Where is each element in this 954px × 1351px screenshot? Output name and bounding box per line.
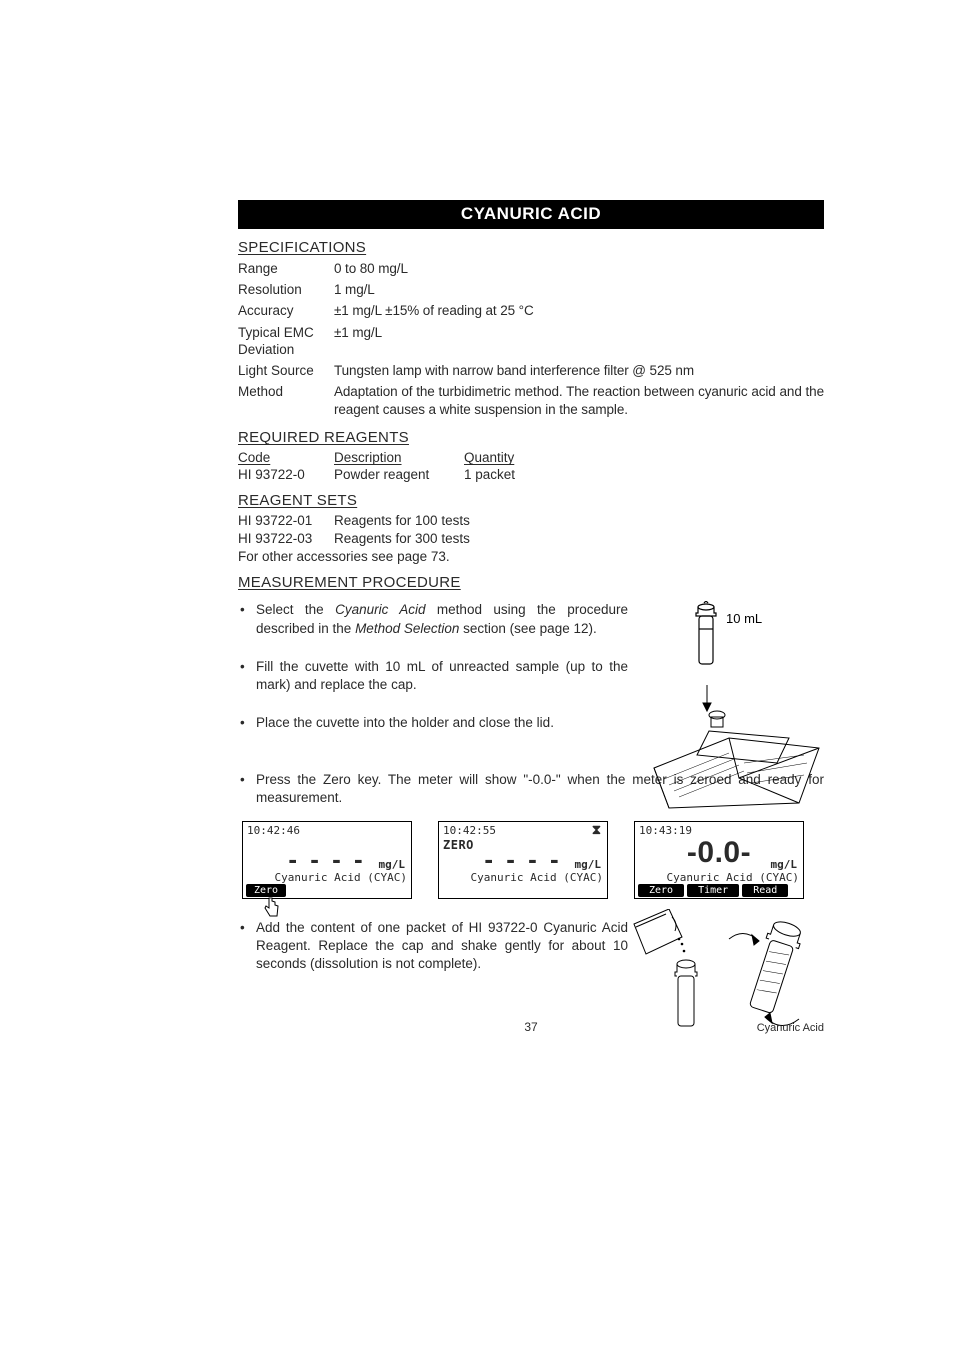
measurement-procedure-heading: MEASUREMENT PROCEDURE: [238, 574, 824, 591]
set-desc: Reagents for 300 tests: [334, 531, 470, 546]
reagent-qty: 1 packet: [464, 467, 824, 482]
spec-label: Light Source: [238, 362, 334, 380]
lcd-display: 10:43:19 -0.0- mg/L Cyanuric Acid (CYAC)…: [634, 821, 804, 899]
bullet-icon: •: [238, 771, 256, 807]
step-text: Select the Cyanuric Acid method using th…: [256, 601, 628, 637]
spec-value: ±1 mg/L ±15% of reading at 25 °C: [334, 302, 824, 320]
spec-value: 0 to 80 mg/L: [334, 260, 824, 278]
lcd-display: 10:42:55 ⧗ ZERO - - - - mg/L Cyanuric Ac…: [438, 821, 608, 899]
reagents-header-qty: Quantity: [464, 450, 824, 465]
spec-value: Adaptation of the turbidimetric method. …: [334, 383, 824, 419]
lcd-unit: mg/L: [771, 858, 798, 871]
lcd-unit: mg/L: [575, 858, 602, 871]
bullet-icon: •: [238, 658, 256, 694]
set-row: HI 93722-03 Reagents for 300 tests: [238, 531, 824, 546]
spec-label: Accuracy: [238, 302, 334, 320]
reagents-header-desc: Description: [334, 450, 464, 465]
set-code: HI 93722-01: [238, 513, 334, 528]
footer-section-name: Cyanuric Acid: [757, 1022, 824, 1034]
procedure-step: • Fill the cuvette with 10 mL of unreact…: [238, 658, 628, 694]
spec-label: Range: [238, 260, 334, 278]
specifications-table: Range 0 to 80 mg/L Resolution 1 mg/L Acc…: [238, 260, 824, 419]
spec-label: Typical EMC Deviation: [238, 324, 334, 359]
spec-value: Tungsten lamp with narrow band interfere…: [334, 362, 824, 380]
lcd-time: 10:42:55: [443, 824, 496, 837]
procedure-step: • Place the cuvette into the holder and …: [238, 714, 628, 732]
reagent-code: HI 93722-0: [238, 467, 334, 482]
lcd-time: 10:42:46: [247, 824, 300, 837]
lcd-method: Cyanuric Acid (CYAC): [243, 871, 411, 884]
bullet-icon: •: [238, 714, 256, 732]
spec-row: Accuracy ±1 mg/L ±15% of reading at 25 °…: [238, 302, 824, 320]
spec-row: Method Adaptation of the turbidimetric m…: [238, 383, 824, 419]
procedure-step: • Add the content of one packet of HI 93…: [238, 919, 628, 974]
reagents-row: HI 93722-0 Powder reagent 1 packet: [238, 467, 824, 482]
cuvette-icon: 10 mL: [684, 601, 794, 681]
reagents-header-code: Code: [238, 450, 334, 465]
lcd-method: Cyanuric Acid (CYAC): [635, 871, 803, 884]
spec-row: Typical EMC Deviation ±1 mg/L: [238, 324, 824, 359]
set-desc: Reagents for 100 tests: [334, 513, 470, 528]
meter-holder-diagram: [649, 683, 824, 813]
lcd-display: 10:42:46 - - - - mg/L Cyanuric Acid (CYA…: [242, 821, 412, 899]
cuvette-diagram: 10 mL: [684, 601, 794, 681]
softkey-zero: Zero: [638, 884, 684, 897]
page-title: CYANURIC ACID: [238, 200, 824, 229]
softkey-timer: Timer: [687, 884, 739, 897]
spec-label: Method: [238, 383, 334, 419]
vial-label: 10 mL: [726, 611, 762, 626]
specifications-heading: SPECIFICATIONS: [238, 239, 824, 256]
procedure-block: 10 mL: [238, 601, 824, 973]
required-reagents-heading: REQUIRED REAGENTS: [238, 429, 824, 446]
spec-row: Resolution 1 mg/L: [238, 281, 824, 299]
accessories-note: For other accessories see page 73.: [238, 549, 824, 564]
spec-row: Range 0 to 80 mg/L: [238, 260, 824, 278]
reagent-desc: Powder reagent: [334, 467, 464, 482]
lcd-method: Cyanuric Acid (CYAC): [439, 871, 607, 884]
procedure-step: • Select the Cyanuric Acid method using …: [238, 601, 628, 637]
step5-block: • Add the content of one packet of HI 93…: [238, 919, 824, 974]
step-text: Fill the cuvette with 10 mL of unreacted…: [256, 658, 628, 694]
spec-label: Resolution: [238, 281, 334, 299]
spec-value: ±1 mg/L: [334, 324, 824, 359]
reagents-header-row: Code Description Quantity: [238, 450, 824, 467]
step-text: Place the cuvette into the holder and cl…: [256, 714, 628, 732]
page-footer: 37 Cyanuric Acid: [238, 1022, 824, 1034]
step-text: Add the content of one packet of HI 9372…: [256, 919, 628, 974]
manual-page: CYANURIC ACID SPECIFICATIONS Range 0 to …: [238, 200, 824, 994]
lcd-unit: mg/L: [379, 858, 406, 871]
set-row: HI 93722-01 Reagents for 100 tests: [238, 513, 824, 528]
spec-value: 1 mg/L: [334, 281, 824, 299]
display-row: 10:42:46 - - - - mg/L Cyanuric Acid (CYA…: [242, 821, 824, 899]
page-number: 37: [524, 1020, 537, 1034]
lcd-softkeys: Zero Timer Read: [638, 884, 788, 897]
reagent-sets-heading: REAGENT SETS: [238, 492, 824, 509]
bullet-icon: •: [238, 601, 256, 637]
meter-holder-icon: [649, 683, 824, 813]
bullet-icon: •: [238, 919, 256, 974]
softkey-read: Read: [742, 884, 788, 897]
set-code: HI 93722-03: [238, 531, 334, 546]
cursor-hand-icon: [261, 896, 283, 920]
spec-row: Light Source Tungsten lamp with narrow b…: [238, 362, 824, 380]
hourglass-icon: ⧗: [592, 823, 601, 838]
